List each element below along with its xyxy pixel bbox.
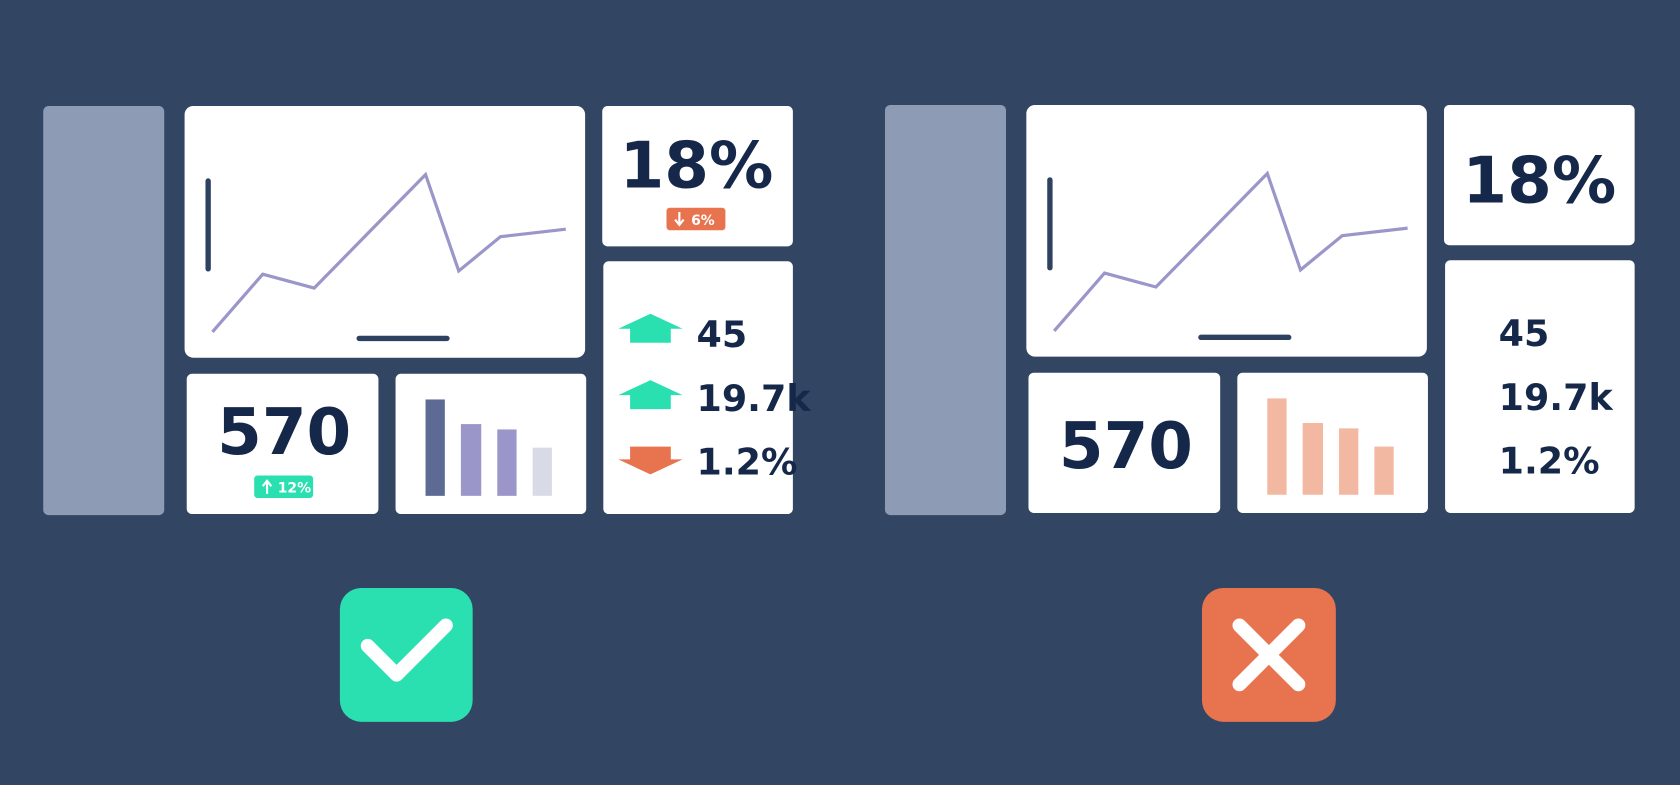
line-card [184, 106, 586, 358]
metric: 45 [1499, 312, 1550, 355]
bar [1267, 398, 1287, 495]
kpi-value: 570 [217, 395, 351, 470]
up-arrow [618, 313, 683, 343]
metric: 1.2% [696, 440, 797, 483]
badge-text: 12% [278, 481, 311, 497]
kpi-card [186, 373, 379, 515]
kpi-card [1028, 372, 1221, 513]
sidebar [884, 104, 1006, 516]
good-dashboard: 18% 6% 45 19.7k 1.2% 570 12% [43, 106, 811, 516]
kpi-card [1444, 104, 1635, 246]
sidebar [43, 106, 165, 516]
kpi-value: 18% [1462, 143, 1616, 218]
metrics-card [1445, 260, 1635, 513]
trend-line [1052, 170, 1408, 332]
kpi-value: 18% [620, 128, 774, 203]
bar [532, 447, 552, 496]
bad-dashboard: 18% 45 19.7k 1.2% 570 [884, 104, 1635, 516]
check-icon [339, 587, 473, 722]
check-mark [360, 618, 453, 682]
down-arrow [618, 446, 683, 475]
bar [1302, 423, 1323, 495]
up-arrow [618, 380, 683, 410]
badge [666, 207, 726, 231]
bar-card [1237, 372, 1428, 513]
bar-card [395, 373, 587, 515]
kpi-card [602, 106, 793, 247]
cross-mark [1232, 618, 1306, 692]
bar [1339, 428, 1359, 495]
bar [497, 429, 517, 496]
up-icon [261, 479, 273, 494]
metric: 19.7k [696, 377, 811, 420]
bar [460, 424, 482, 496]
metric: 19.7k [1499, 376, 1614, 419]
down-icon [674, 212, 685, 227]
bar [1374, 446, 1394, 495]
trend-line [211, 171, 567, 334]
metric: 1.2% [1499, 439, 1600, 482]
kpi-value: 570 [1059, 409, 1193, 484]
bar [425, 399, 445, 496]
badge [254, 475, 314, 498]
line-card [1026, 104, 1427, 357]
metric: 45 [696, 313, 747, 356]
badge-text: 6% [691, 213, 715, 229]
